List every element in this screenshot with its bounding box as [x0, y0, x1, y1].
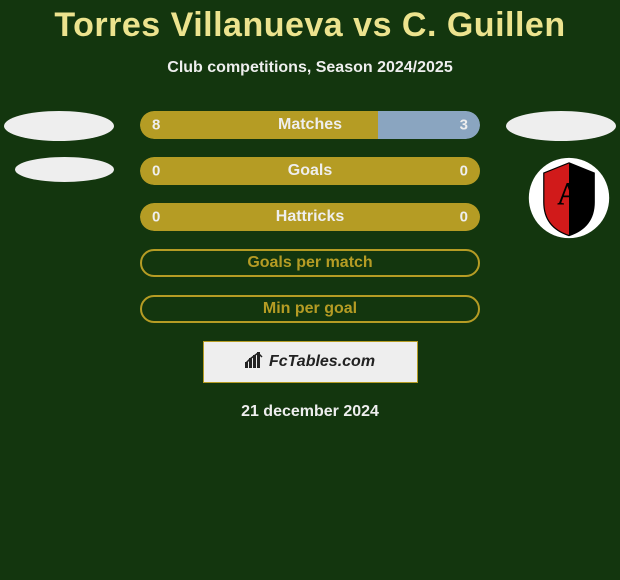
stat-row: 0 Hattricks 0: [0, 203, 620, 231]
stat-label: Min per goal: [263, 300, 357, 318]
stat-left-value: 0: [152, 163, 160, 180]
bars-icon: [245, 352, 265, 373]
stat-pill-matches: 8 Matches 3: [140, 111, 480, 139]
stat-pill-mpg: Min per goal: [140, 295, 480, 323]
stat-row: Min per goal: [0, 295, 620, 323]
stat-pill-gpm: Goals per match: [140, 249, 480, 277]
stat-row: 8 Matches 3: [0, 111, 620, 139]
stats-bars: A 8 Matches 3 0 Goals 0: [0, 111, 620, 323]
fctables-text: FcTables.com: [269, 353, 375, 371]
stat-row: Goals per match: [0, 249, 620, 277]
stat-label: Matches: [278, 116, 342, 134]
subtitle: Club competitions, Season 2024/2025: [0, 59, 620, 77]
stat-left-value: 8: [152, 117, 160, 134]
stat-right-value: 0: [460, 209, 468, 226]
stat-right-value: 0: [460, 163, 468, 180]
stat-label: Goals: [288, 162, 332, 180]
stat-right-value: 3: [460, 117, 468, 134]
stat-left-value: 0: [152, 209, 160, 226]
date-text: 21 december 2024: [0, 403, 620, 421]
fctables-badge: FcTables.com: [203, 341, 418, 383]
stat-label: Goals per match: [247, 254, 372, 272]
stat-pill-goals: 0 Goals 0: [140, 157, 480, 185]
stat-row: 0 Goals 0: [0, 157, 620, 185]
comparison-card: Torres Villanueva vs C. Guillen Club com…: [0, 0, 620, 580]
page-title: Torres Villanueva vs C. Guillen: [0, 0, 620, 45]
stat-label: Hattricks: [276, 208, 344, 226]
stat-pill-hattricks: 0 Hattricks 0: [140, 203, 480, 231]
